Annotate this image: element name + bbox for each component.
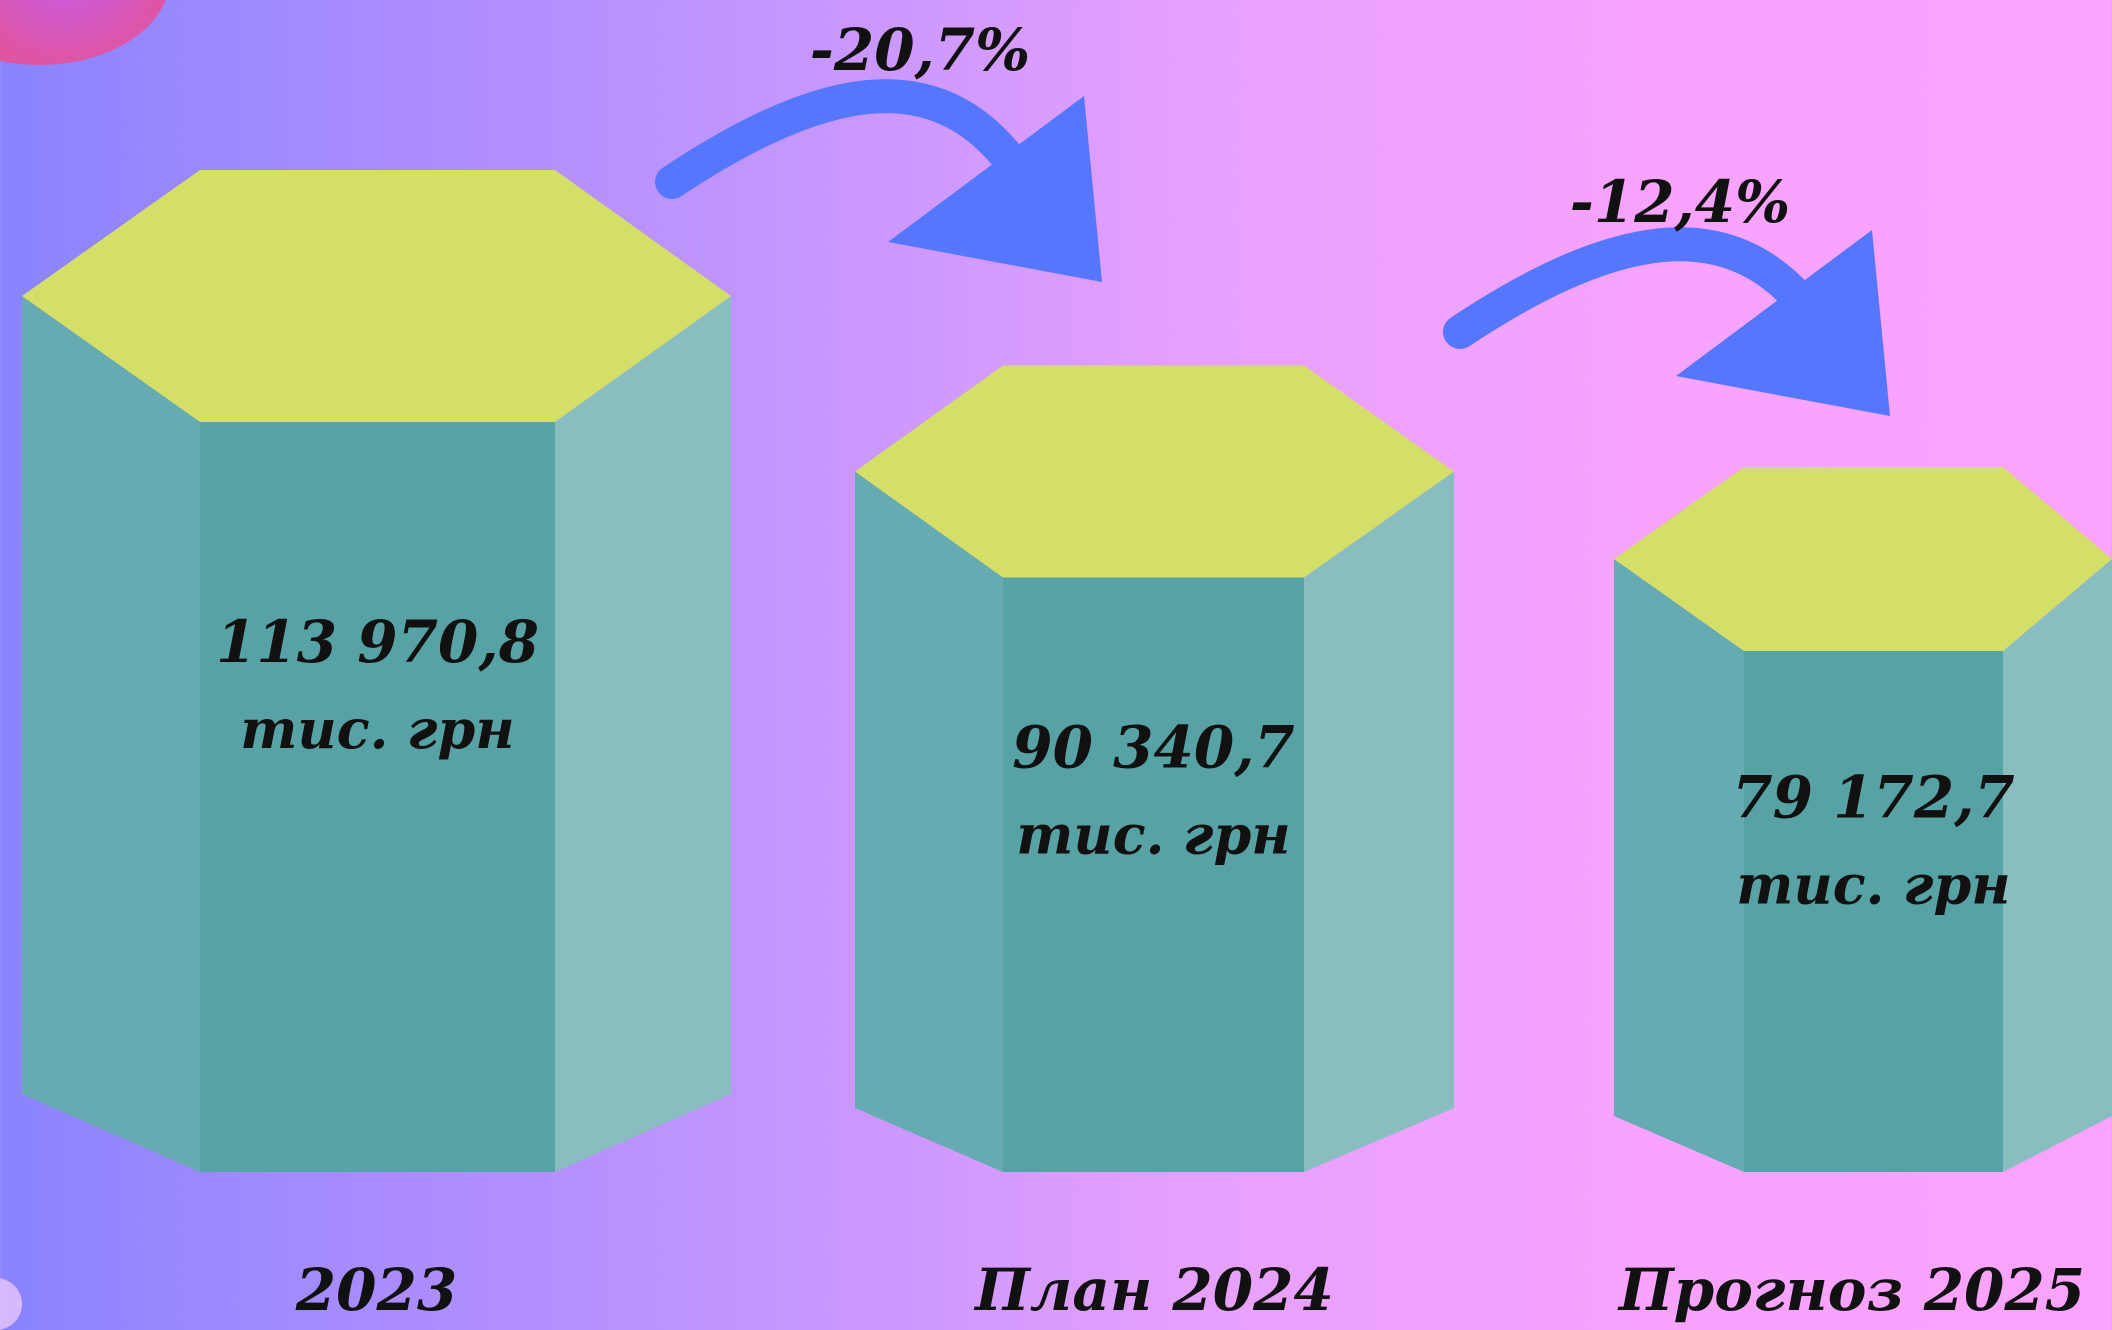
arrow-shaft — [1443, 227, 1833, 349]
arrow-head — [1676, 230, 1890, 416]
unit-label: тис. грн — [1016, 803, 1290, 867]
value-label: 79 172,7 — [1732, 764, 2015, 832]
prism-front-face — [1003, 577, 1304, 1172]
category-label: 2023 — [295, 1256, 457, 1323]
change-arrow-1 — [655, 79, 1102, 282]
prism-2 — [855, 365, 1454, 1173]
prism-top-face — [22, 170, 731, 422]
unit-label: тис. грн — [240, 697, 514, 761]
prism-top-face — [855, 365, 1454, 578]
prism-left-face — [1614, 558, 1744, 1172]
change-label: -20,7% — [810, 16, 1030, 84]
prism-3 — [1614, 466, 2112, 1172]
change-label: -12,4% — [1570, 168, 1790, 236]
value-label: 113 970,8 — [216, 608, 539, 676]
arrow-group — [655, 79, 1890, 416]
category-label: План 2024 — [973, 1256, 1334, 1323]
prism-right-face — [1304, 471, 1454, 1173]
change-arrow-2 — [1443, 227, 1890, 416]
label-group: 113 970,8 тис. грн 2023 90 340,7 тис. грн Пла… — [216, 16, 2085, 1323]
category-label: Прогноз 2025 — [1617, 1256, 2085, 1323]
prism-group — [22, 170, 2112, 1173]
value-label: 90 340,7 — [1012, 714, 1295, 782]
prism-front-face — [1744, 650, 2003, 1172]
arrow-shaft — [655, 79, 1045, 203]
arrow-head — [888, 96, 1102, 282]
prism-left-face — [22, 296, 200, 1172]
prism-top-face — [1614, 466, 2112, 651]
prism-1 — [22, 170, 731, 1172]
prism-front-face — [200, 422, 555, 1172]
prism-right-face — [555, 296, 731, 1172]
unit-label: тис. грн — [1736, 853, 2010, 917]
prism-left-face — [855, 471, 1003, 1173]
corner-decoration-bottom — [0, 1278, 22, 1330]
prism-right-face — [2003, 558, 2112, 1172]
